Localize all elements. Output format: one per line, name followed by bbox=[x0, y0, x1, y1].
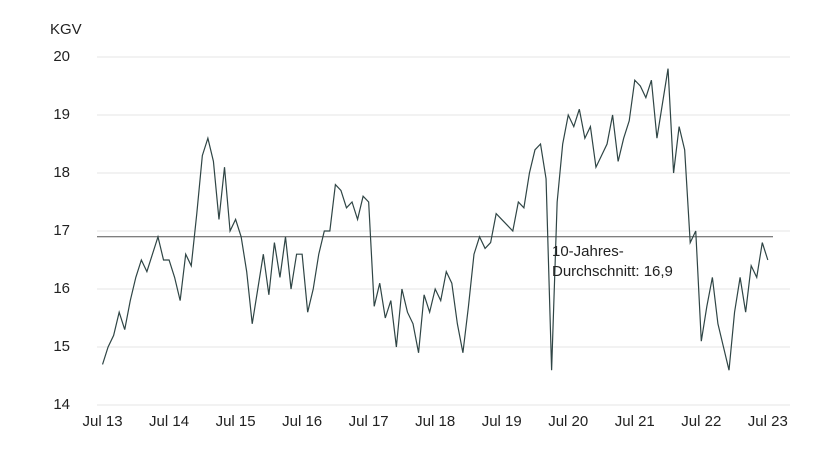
x-tick-label: Jul 17 bbox=[349, 413, 389, 430]
x-tick-label: Jul 22 bbox=[681, 413, 721, 430]
y-tick-label: 16 bbox=[53, 280, 70, 297]
y-tick-label: 19 bbox=[53, 106, 70, 123]
y-tick-label: 18 bbox=[53, 164, 70, 181]
reference-label: 10-Jahres- bbox=[552, 243, 624, 260]
x-tick-label: Jul 16 bbox=[282, 413, 322, 430]
x-tick-label: Jul 15 bbox=[216, 413, 256, 430]
x-tick-label: Jul 19 bbox=[482, 413, 522, 430]
y-axis-label: KGV bbox=[50, 21, 82, 38]
x-tick-label: Jul 21 bbox=[615, 413, 655, 430]
y-tick-label: 15 bbox=[53, 338, 70, 355]
reference-label: Durchschnitt: 16,9 bbox=[552, 263, 673, 280]
x-tick-label: Jul 18 bbox=[415, 413, 455, 430]
x-tick-label: Jul 20 bbox=[548, 413, 588, 430]
x-tick-label: Jul 14 bbox=[149, 413, 189, 430]
x-tick-label: Jul 13 bbox=[83, 413, 123, 430]
y-tick-label: 17 bbox=[53, 222, 70, 239]
data-line bbox=[101, 68, 769, 371]
y-tick-label: 14 bbox=[53, 396, 70, 413]
y-tick-label: 20 bbox=[53, 48, 70, 65]
x-tick-label: Jul 23 bbox=[748, 413, 788, 430]
